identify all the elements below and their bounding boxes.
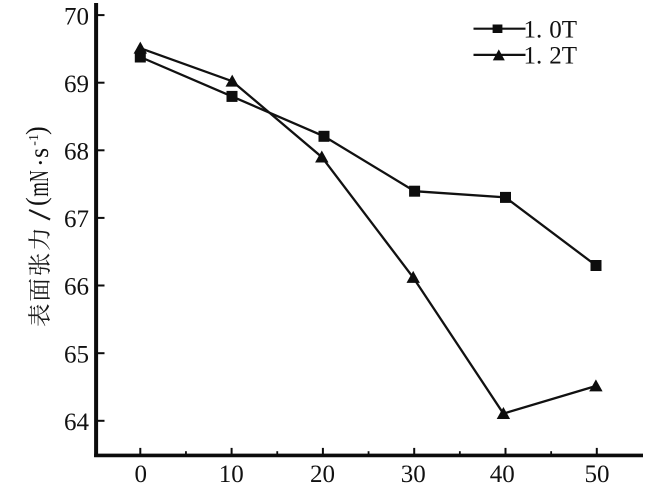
svg-text:·: ·	[26, 158, 55, 167]
svg-text:40: 40	[490, 461, 515, 488]
svg-text:-1: -1	[27, 134, 42, 146]
svg-text:64: 64	[64, 409, 90, 436]
svg-text:1.0T: 1. 0T	[524, 16, 578, 43]
svg-text:N: N	[24, 170, 55, 182]
svg-text:30: 30	[401, 461, 426, 488]
svg-text:s: s	[23, 148, 54, 158]
svg-text:m: m	[23, 182, 55, 197]
svg-text:50: 50	[585, 461, 610, 488]
svg-text:1.2T: 1. 2T	[524, 42, 578, 69]
svg-text:(: (	[21, 197, 52, 206]
svg-text:66: 66	[64, 274, 89, 301]
svg-text:20: 20	[310, 461, 335, 488]
svg-text:70: 70	[64, 3, 89, 30]
svg-text:10: 10	[219, 461, 244, 488]
svg-text:0: 0	[135, 461, 148, 488]
svg-text:65: 65	[64, 341, 89, 368]
svg-text:): )	[21, 126, 52, 135]
svg-text:69: 69	[64, 71, 89, 98]
svg-text:67: 67	[64, 206, 89, 233]
svg-text:68: 68	[64, 139, 89, 166]
